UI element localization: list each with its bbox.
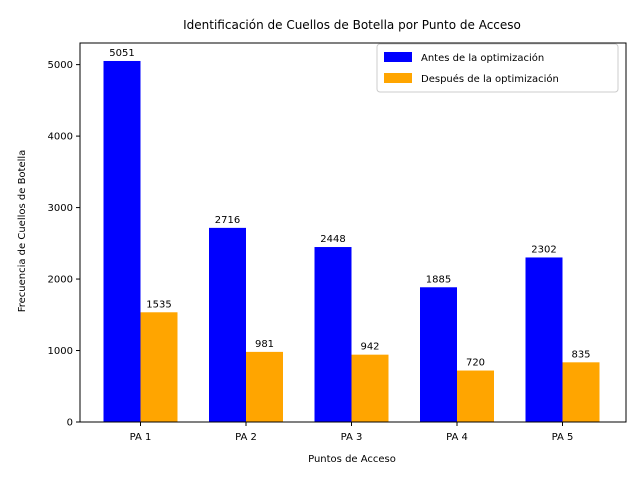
bar [457,370,494,422]
legend: Antes de la optimización Después de la op… [376,43,619,93]
x-tick-label: PA 4 [446,432,468,443]
data-label: 720 [466,358,485,369]
bar [525,257,563,422]
x-tick-label: PA 1 [130,432,152,443]
data-label: 1885 [426,274,451,285]
data-label: 942 [360,342,379,353]
x-tick-label: PA 2 [235,432,257,443]
y-axis-label: Frecuencia de Cuellos de Botella [17,150,28,313]
x-tick-label: PA 3 [341,432,363,443]
y-tick-label: 3000 [48,203,73,214]
legend-swatch [384,52,412,62]
x-tick-label: PA 5 [552,432,574,443]
y-tick-label: 2000 [48,275,73,286]
data-label: 2448 [320,234,345,245]
bar [140,312,178,422]
y-tick-label: 5000 [48,60,73,71]
x-axis-label: Puntos de Acceso [308,454,396,465]
bar [562,362,600,422]
data-label: 835 [571,349,590,360]
y-tick-label: 1000 [48,346,73,357]
data-label: 5051 [109,48,134,59]
legend-swatch [384,73,412,83]
legend-box [376,43,619,93]
bar [420,287,457,422]
legend-label: Antes de la optimización [421,52,544,64]
bar [246,351,283,422]
data-label: 2716 [215,215,240,226]
plot-area: 5051 2716 2448 1885 2302 1535 981 942 720 835 0 100… [48,42,627,443]
y-tick-label: 0 [67,418,73,429]
axes-frame [79,42,627,423]
y-tick-label: 4000 [48,132,73,143]
bar [209,227,246,422]
data-label: 2302 [531,244,556,255]
bar [314,247,352,422]
chart-title: Identificación de Cuellos de Botella por… [183,18,521,32]
bar [351,354,389,422]
legend-label: Después de la optimización [421,73,559,85]
data-label: 1535 [146,299,171,310]
data-label: 981 [255,339,274,350]
bar [103,60,141,422]
